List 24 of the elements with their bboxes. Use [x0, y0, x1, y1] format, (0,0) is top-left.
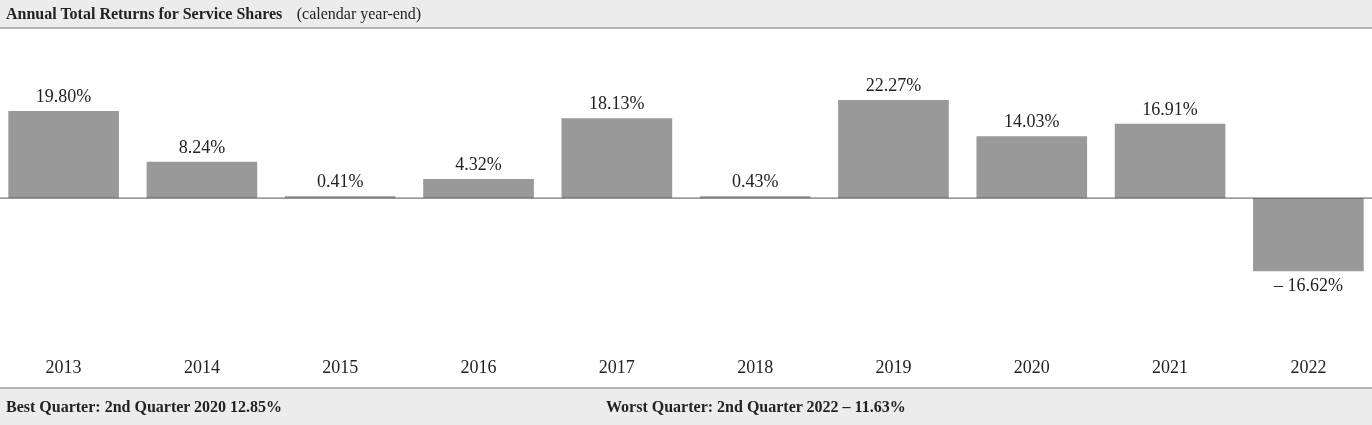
text: Best Quarter: 2nd Quarter 2020 12.85% — [6, 398, 283, 415]
data-label: 22.27% — [865, 75, 922, 96]
chart-subtitle: (calendar year-end) — [296, 5, 422, 23]
data-label: 8.24% — [178, 136, 226, 157]
data-label: 19.80% — [35, 85, 92, 106]
x-tick-label: 2015 — [322, 357, 359, 377]
data-label: 0.41% — [316, 171, 364, 192]
x-tick-label: 2019 — [875, 357, 912, 377]
x-tick-label: 2017 — [598, 357, 635, 377]
data-label: 4.32% — [455, 154, 502, 175]
x-tick-label: 2013 — [45, 357, 82, 377]
x-tick-label: 2014 — [183, 357, 220, 377]
x-tick-label: 2020 — [1013, 357, 1050, 377]
text: Worst Quarter: 2nd Quarter 2022 – 11.63% — [606, 398, 906, 415]
data-label: – 16.62% — [1272, 275, 1343, 296]
x-tick-label: 2016 — [460, 357, 497, 377]
x-tick-label: 2018 — [737, 357, 774, 377]
data-label: 0.43% — [731, 171, 779, 192]
data-label: 18.13% — [589, 93, 645, 114]
data-label: 14.03% — [1004, 111, 1060, 132]
chart-title: Annual Total Returns for Service Shares — [6, 5, 283, 22]
data-label: 16.91% — [1142, 98, 1198, 119]
x-tick-label: 2021 — [1152, 357, 1189, 377]
x-tick-label: 2022 — [1290, 357, 1327, 377]
